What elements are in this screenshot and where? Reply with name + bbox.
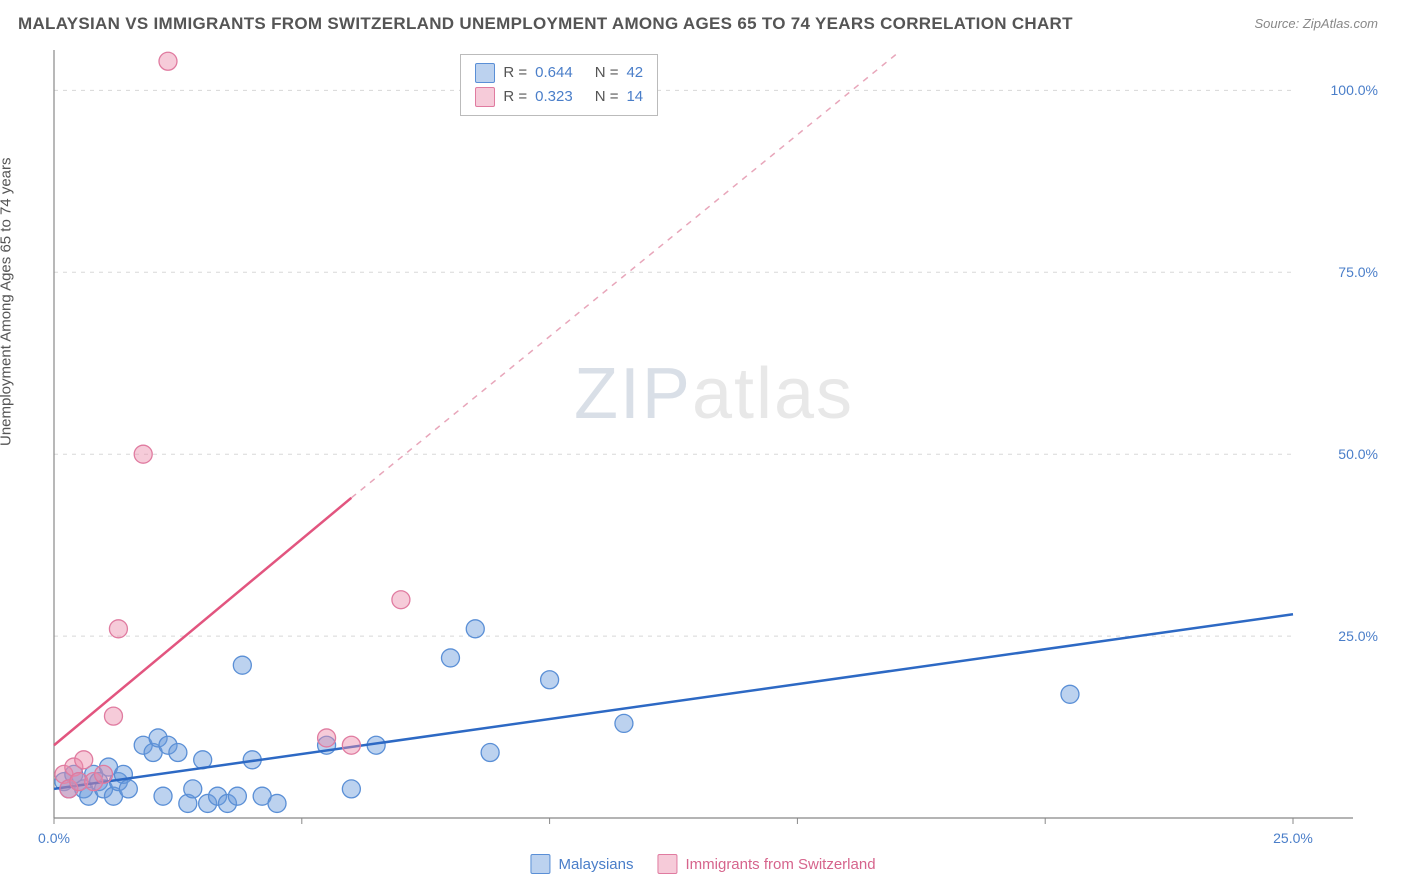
- scatter-chart: [50, 50, 1378, 832]
- n-label: N =: [595, 61, 619, 85]
- legend-swatch: [475, 63, 495, 83]
- legend-row: R = 0.323 N = 14: [475, 85, 643, 109]
- y-tick-label: 25.0%: [1338, 628, 1378, 644]
- chart-area: ZIPatlas R =0.644N =42R =0.323N =14 25.0…: [50, 50, 1378, 832]
- y-axis-label: Unemployment Among Ages 65 to 74 years: [0, 157, 15, 446]
- legend-item: Malaysians: [530, 854, 633, 874]
- legend-swatch: [657, 854, 677, 874]
- r-label: R =: [503, 85, 527, 109]
- legend-item: Immigrants from Switzerland: [657, 854, 875, 874]
- legend-label: Malaysians: [558, 856, 633, 873]
- source-attribution: Source: ZipAtlas.com: [1254, 16, 1378, 31]
- legend-swatch: [530, 854, 550, 874]
- legend-swatch: [475, 87, 495, 107]
- x-tick-label: 0.0%: [38, 830, 70, 846]
- y-tick-label: 75.0%: [1338, 264, 1378, 280]
- legend-label: Immigrants from Switzerland: [685, 856, 875, 873]
- y-tick-label: 50.0%: [1338, 446, 1378, 462]
- correlation-legend: R = 0.644 N = 42 R = 0.323 N = 14: [460, 54, 658, 116]
- series-legend: Malaysians Immigrants from Switzerland: [530, 854, 875, 874]
- y-tick-label: 100.0%: [1331, 82, 1378, 98]
- legend-row: R = 0.644 N = 42: [475, 61, 643, 85]
- chart-title: MALAYSIAN VS IMMIGRANTS FROM SWITZERLAND…: [18, 14, 1073, 34]
- n-label: N =: [595, 85, 619, 109]
- n-value: 42: [626, 61, 643, 85]
- r-label: R =: [503, 61, 527, 85]
- n-value: 14: [626, 85, 643, 109]
- x-tick-label: 25.0%: [1273, 830, 1313, 846]
- r-value: 0.644: [535, 61, 573, 85]
- r-value: 0.323: [535, 85, 573, 109]
